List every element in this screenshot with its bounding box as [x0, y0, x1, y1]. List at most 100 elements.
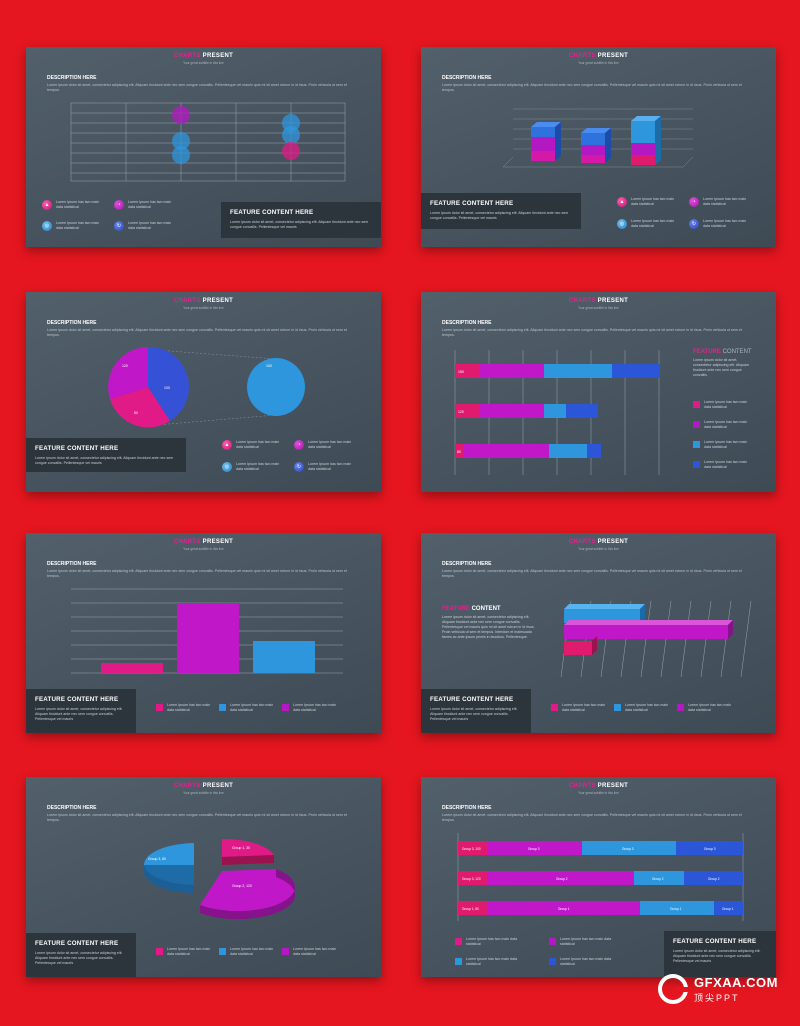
slide-8[interactable]: CHARTS PRESENT Your great subtitle in thi…	[421, 777, 776, 977]
slide-3[interactable]: CHARTS PRESENT Your great subtitle in thi…	[26, 292, 381, 492]
description-text: Lorem ipsum dolor sit amet, consectetur …	[47, 83, 347, 93]
pie-label: 80	[134, 411, 138, 415]
legend-item: ↻ Lorem Ipsum has two main data statistic…	[114, 221, 172, 231]
bubble	[282, 142, 300, 160]
feature-box: FEATURE CONTENT HERE Lorem ipsum dolor s…	[421, 193, 581, 229]
horizontal-3d-bar-chart	[560, 600, 752, 678]
pie-icon: ◔	[294, 440, 304, 450]
legend-item: Lorem Ipsum has two main data statistica…	[693, 400, 748, 409]
legend-item: Lorem Ipsum has two main data statistica…	[455, 957, 526, 966]
legend-item: Lorem Ipsum has two main data statistica…	[156, 703, 211, 712]
description-heading: DESCRIPTION HERE	[442, 805, 492, 811]
bar-label: Group 3	[622, 847, 634, 851]
legend-item: Lorem Ipsum has two main data statistica…	[549, 937, 620, 946]
bubble	[282, 126, 300, 144]
pie-label: 100	[164, 386, 170, 390]
column-bar	[177, 603, 239, 673]
bar-label: 120	[458, 410, 464, 414]
watermark: GFXAA.COM 顶尖PPT	[658, 974, 778, 1004]
pie-slice-blue	[143, 843, 194, 893]
detail-label: 100	[266, 364, 272, 368]
description-text: Lorem ipsum dolor sit amet, consectetur …	[442, 569, 742, 579]
bar-row-3	[458, 901, 743, 915]
slide-4[interactable]: CHARTS PRESENT Your great subtitle in thi…	[421, 292, 776, 492]
bar-row-2	[458, 871, 743, 885]
description-heading: DESCRIPTION HERE	[442, 75, 492, 81]
title-accent: CHARTS	[173, 53, 201, 59]
legend-item: Lorem Ipsum has two main data statistica…	[156, 947, 211, 956]
column-1	[531, 122, 561, 161]
subtitle: Your great subtitle in this line	[183, 61, 224, 65]
cycle-icon: ↻	[114, 221, 124, 231]
feature-text: Lorem ipsum dolor sit amet, consectetur …	[230, 220, 369, 230]
legend-item: ↻ Lorem Ipsum has two main data statistic…	[294, 462, 352, 472]
pie-icon: ◔	[114, 200, 124, 210]
pie-label: Group 1, 30	[232, 846, 250, 850]
feature-box: FEATURE CONTENT HERE Lorem ipsum dolor s…	[26, 438, 186, 472]
globe-icon: ◎	[42, 221, 52, 231]
column-bar	[101, 663, 163, 673]
bar-label: Group 3, 120	[462, 877, 481, 881]
description-text: Lorem ipsum dolor sit amet, consectetur …	[442, 83, 742, 93]
cycle-icon: ↻	[294, 462, 304, 472]
legend-item: Lorem Ipsum has two main data statistica…	[551, 703, 606, 712]
legend-item: ▲ Lorem Ipsum has two main data statistic…	[222, 440, 280, 450]
legend-item: Lorem Ipsum has two main data statistica…	[614, 703, 669, 712]
feature-box: FEATURE CONTENT HERE Lorem ipsum dolor s…	[664, 931, 776, 977]
pie-icon: ◔	[689, 197, 699, 207]
legend-item: ◔ Lorem Ipsum has two main data statistic…	[294, 440, 352, 450]
pie-slice-purple	[200, 869, 296, 920]
legend-item: Lorem Ipsum has two main data statistica…	[693, 420, 748, 429]
title-main: PRESENT	[202, 53, 234, 59]
globe-icon: ◎	[222, 462, 232, 472]
description-heading: DESCRIPTION HERE	[47, 320, 97, 326]
description-heading: DESCRIPTION HERE	[47, 75, 97, 81]
bar-label: Group 2	[652, 877, 664, 881]
slide-6[interactable]: CHARTS PRESENT Your great subtitle in thi…	[421, 533, 776, 733]
stacked-3d-column-chart	[502, 108, 694, 168]
side-heading: FEATURE CONTENT	[442, 606, 501, 612]
bar-label: Group 2	[708, 877, 720, 881]
legend-item: ◎ Lorem Ipsum has two main data statistic…	[617, 219, 675, 229]
bubble	[172, 106, 190, 124]
slide-header: CHARTS PRESENT Your great subtitle in thi…	[568, 53, 629, 65]
column-3	[631, 116, 661, 165]
bubble	[172, 132, 190, 150]
bar-3d-purple	[564, 620, 733, 639]
globe-icon: ◎	[617, 219, 627, 229]
bar-label: Group 3, 100	[462, 847, 481, 851]
slide-1[interactable]: CHARTS PRESENT Your great subtitle in thi…	[26, 47, 381, 247]
pie-slice	[148, 346, 189, 421]
slide-2[interactable]: CHARTS PRESENT Your great subtitle in thi…	[421, 47, 776, 247]
chart-icon: ▲	[42, 200, 52, 210]
bubble-grid-chart	[70, 102, 346, 182]
bar-label: Group 1	[558, 907, 570, 911]
description-text: Lorem ipsum dolor sit amet, consectetur …	[442, 813, 742, 823]
legend-item: Lorem Ipsum has two main data statistica…	[693, 440, 748, 449]
exploded-3d-pie-chart: Group 3, 80 Group 1, 30 Group 2, 120	[143, 838, 296, 920]
slide-header: CHARTS PRESENT Your great subtitle in thi…	[568, 783, 629, 795]
bar-label: Group 1, 80	[462, 907, 479, 911]
bar-label: Group 2	[556, 877, 568, 881]
bar-row-1	[458, 841, 743, 855]
slide-7[interactable]: CHARTS PRESENT Your great subtitle in thi…	[26, 777, 381, 977]
chart-icon: ▲	[222, 440, 232, 450]
description-heading: DESCRIPTION HERE	[442, 561, 492, 567]
stacked-100-bar-chart: Group 3, 100 Group 3 Group 3 Group 3 Gro…	[457, 833, 744, 921]
column-bar	[253, 641, 315, 673]
pie-slice-pink	[222, 838, 274, 865]
pie-of-pie-chart: 120 100 80 100	[108, 346, 305, 428]
feature-box: FEATURE CONTENT HERE Lorem ipsum dolor s…	[26, 933, 136, 977]
bar-3d-pink	[564, 636, 597, 655]
feature-box: FEATURE CONTENT HERE Lorem ipsum dolor s…	[421, 689, 531, 733]
legend-item: ▲ Lorem Ipsum has two main data statistic…	[42, 200, 100, 210]
legend-item: Lorem Ipsum has two main data statistica…	[677, 703, 732, 712]
legend-item: Lorem Ipsum has two main data statistica…	[219, 947, 274, 956]
bubble	[172, 146, 190, 164]
pie-label: Group 3, 80	[148, 857, 166, 861]
feature-box: FEATURE CONTENT HERE Lorem ipsum dolor s…	[221, 202, 381, 238]
legend-item: Lorem Ipsum has two main data statistica…	[693, 460, 748, 469]
feature-box: FEATURE CONTENT HERE Lorem ipsum dolor s…	[26, 689, 136, 733]
legend-item: Lorem Ipsum has two main data statistica…	[549, 957, 620, 966]
slide-5[interactable]: CHARTS PRESENT Your great subtitle in thi…	[26, 533, 381, 733]
